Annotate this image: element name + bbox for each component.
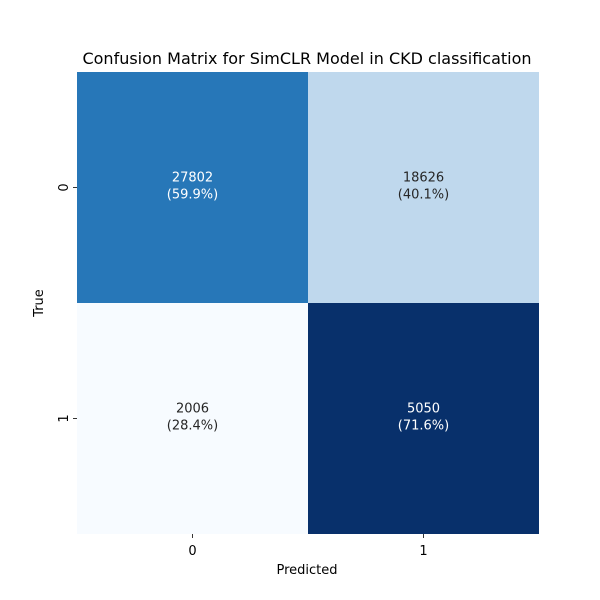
cell-percent-label-1-1: (71.6%) [398, 419, 449, 434]
y-tick-label-1: 1 [57, 414, 72, 422]
cell-percent-label-1-0: (28.4%) [167, 419, 218, 434]
x-axis-label: Predicted [276, 563, 337, 578]
cell-count-label-1-0: 2006 [176, 402, 209, 417]
cell-count-label-0-0: 27802 [172, 171, 213, 186]
y-axis-label: True [32, 289, 47, 318]
cell-percent-label-0-1: (40.1%) [398, 188, 449, 203]
y-tick-label-0: 0 [57, 183, 72, 191]
x-tick-label-1: 1 [419, 544, 427, 559]
heatmap-cell-1-0 [77, 303, 308, 534]
y-axis-ticks: 01 [57, 183, 77, 423]
cell-count-label-1-1: 5050 [407, 402, 440, 417]
cell-percent-label-0-0: (59.9%) [167, 188, 218, 203]
heatmap-cell-0-1 [308, 72, 539, 303]
heatmap-cells [77, 72, 539, 534]
x-tick-label-0: 0 [188, 544, 196, 559]
heatmap-cell-1-1 [308, 303, 539, 534]
chart-title: Confusion Matrix for SimCLR Model in CKD… [82, 49, 531, 68]
heatmap-cell-labels: 27802 (59.9%) 18626 (40.1%) 2006 (28.4%) 5050 (… [167, 171, 449, 434]
heatmap-cell-0-0 [77, 72, 308, 303]
cell-count-label-0-1: 18626 [403, 171, 444, 186]
